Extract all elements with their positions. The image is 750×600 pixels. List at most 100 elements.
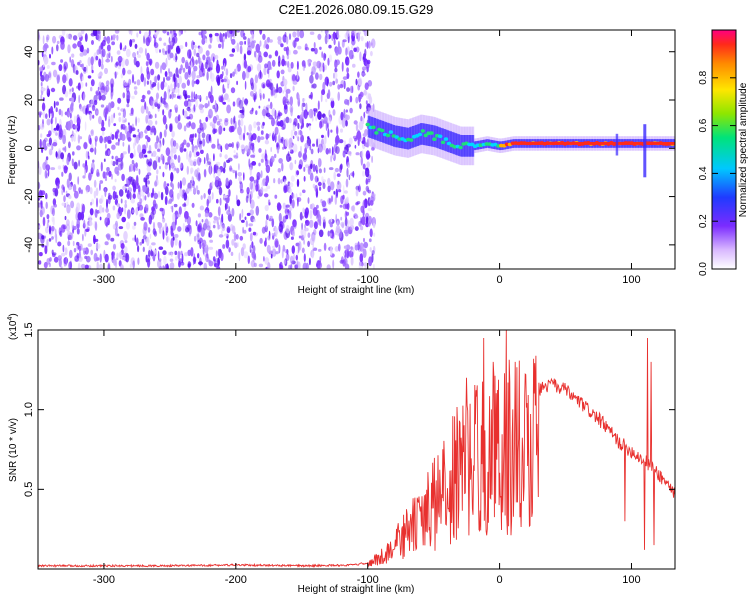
noise-speckle [345,120,348,127]
noise-speckle [366,41,369,49]
noise-speckle [46,85,49,94]
noise-speckle [362,56,365,60]
noise-speckle [136,135,139,144]
snr-y-ticks: 0.51.01.5 [23,322,675,497]
noise-speckle [300,125,303,130]
noise-speckle [238,252,241,262]
snr-panel: -300 -200 -100 0 100 0.51.01.5 Height of str… [7,313,676,595]
noise-speckle [222,167,226,174]
noise-speckle [139,213,144,219]
noise-speckle [221,79,224,83]
noise-speckle [321,200,327,208]
noise-speckle [82,233,84,242]
noise-speckle [203,193,206,199]
noise-speckle [133,163,136,173]
noise-speckle [91,69,94,74]
noise-speckle [149,114,153,119]
noise-speckle [271,245,275,249]
noise-speckle [191,91,194,101]
noise-speckle [118,138,121,142]
noise-speckle [225,68,229,76]
noise-speckle [121,173,125,182]
noise-speckle [177,82,180,88]
noise-speckle [44,47,48,55]
noise-speckle [216,168,222,177]
noise-speckle [175,107,178,113]
noise-speckle [43,261,48,269]
noise-speckle [315,72,319,80]
noise-speckle [354,244,359,251]
noise-speckle [153,42,159,49]
noise-speckle [58,148,61,152]
noise-speckle [201,242,205,249]
noise-speckle [89,187,93,195]
noise-speckle [209,33,213,38]
noise-speckle [71,53,75,58]
noise-speckle [91,104,96,112]
noise-speckle [292,39,297,48]
noise-speckle [263,51,269,58]
noise-speckle [285,116,290,124]
noise-speckle [334,195,337,205]
noise-speckle [334,167,339,173]
noise-speckle [327,116,332,125]
signal-band [464,135,467,157]
spectrogram-x-ticks: -300 -200 -100 0 100 [93,30,641,286]
noise-speckle [73,115,77,124]
noise-speckle [39,209,43,218]
noise-speckle [98,116,102,125]
noise-speckle [192,41,196,46]
noise-speckle [106,53,110,60]
noise-speckle [296,70,299,80]
signal-band [427,124,430,146]
noise-speckle [251,251,256,259]
noise-speckle [321,134,324,139]
noise-speckle [303,175,306,182]
signal-band [456,133,459,156]
noise-speckle [126,93,131,100]
noise-speckle [296,60,299,70]
noise-speckle [52,216,55,226]
noise-speckle [69,112,72,119]
noise-speckle [243,251,249,259]
noise-speckle [88,134,92,144]
noise-speckle [168,71,173,78]
noise-speckle [120,264,124,269]
noise-speckle [268,54,272,59]
noise-speckle [175,142,179,150]
noise-speckle [304,211,309,219]
noise-speckle [77,134,81,144]
noise-speckle [265,44,270,50]
noise-speckle [228,143,233,148]
noise-speckle [90,162,95,172]
noise-speckle [308,94,312,99]
noise-speckle [260,94,262,101]
noise-speckle [224,93,229,101]
noise-speckle [145,178,148,188]
noise-speckle [308,257,311,266]
noise-speckle [134,167,139,171]
noise-speckle [46,118,51,126]
noise-speckle [165,123,168,130]
noise-speckle [307,232,311,238]
noise-speckle [146,52,150,61]
noise-speckle [172,36,176,46]
noise-speckle [195,98,198,108]
noise-speckle [243,36,247,40]
noise-speckle [165,76,171,81]
noise-speckle [124,203,128,209]
noise-speckle [294,37,300,42]
noise-speckle [106,212,111,220]
noise-speckle [321,89,326,96]
noise-speckle [344,100,349,105]
noise-speckle [327,122,329,129]
noise-speckle [79,52,84,57]
noise-speckle [297,243,300,254]
noise-speckle [87,75,92,79]
noise-speckle [201,132,206,139]
noise-speckle [174,255,178,261]
noise-speckle [284,117,286,127]
noise-speckle [176,167,180,174]
noise-speckle [177,155,181,163]
noise-speckle [263,188,268,192]
